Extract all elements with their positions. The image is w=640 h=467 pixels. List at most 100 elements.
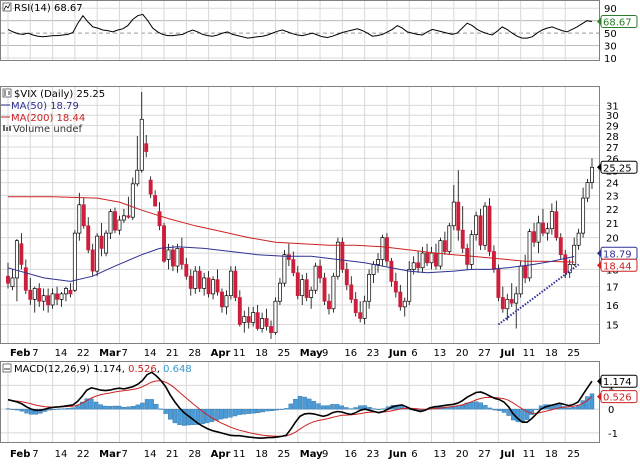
- candle: [255, 304, 260, 331]
- candle: [41, 288, 46, 311]
- candle-body: [300, 279, 305, 297]
- candle-body: [327, 300, 331, 310]
- candle: [362, 295, 367, 325]
- price-x-label: 21: [166, 348, 179, 359]
- macd-histogram-bar: [223, 408, 229, 419]
- candle-body: [407, 269, 412, 302]
- macd-histogram-bar: [566, 407, 572, 410]
- volume-legend-bar-c: [9, 126, 11, 131]
- ma200-legend-name: MA(200): [11, 113, 53, 124]
- price-x-label: 6: [411, 348, 417, 359]
- candle: [184, 257, 189, 280]
- candle-body: [451, 201, 456, 227]
- macd-histogram-bar: [70, 407, 76, 410]
- price-legend-icon: [2, 88, 12, 98]
- price-badge-text: 18.79: [603, 249, 632, 260]
- candle-body: [104, 232, 109, 254]
- candle: [202, 272, 207, 296]
- macd-histogram-bar: [288, 403, 293, 410]
- candle: [72, 230, 77, 293]
- rsi-y-tick-label: 50: [604, 29, 617, 40]
- candle-body: [162, 225, 166, 262]
- price-badge-pointer: [597, 163, 601, 172]
- candle: [327, 293, 331, 315]
- candle: [523, 254, 528, 284]
- candle: [81, 198, 86, 229]
- candle: [532, 222, 536, 247]
- macd-y-tick-label: 0: [608, 405, 614, 416]
- macd-legend-label: MACD(12,26,9) 1.174, 0.526, 0.648: [14, 364, 192, 375]
- candle: [291, 251, 296, 277]
- macd-histogram-bar: [501, 408, 507, 413]
- candle: [541, 208, 545, 237]
- candle-body: [135, 169, 140, 185]
- price-x-label: Apr: [211, 348, 231, 359]
- candle-body: [554, 211, 559, 238]
- candle-body: [353, 299, 358, 313]
- macd-histogram-bar: [575, 405, 581, 410]
- candle: [32, 286, 37, 313]
- volume-legend-label: Volume undef: [13, 124, 83, 135]
- macd-histogram-bar: [455, 406, 460, 410]
- candle-body: [425, 252, 430, 264]
- candle: [389, 257, 394, 287]
- macd-histogram-bar: [483, 405, 488, 410]
- macd-histogram-bar: [103, 405, 108, 410]
- candle-body: [153, 195, 158, 207]
- candle-body: [474, 215, 479, 235]
- candle-body: [28, 289, 33, 300]
- macd-histogram-bar: [492, 408, 497, 411]
- candle-body: [536, 222, 541, 243]
- price-x-label: 27: [478, 348, 491, 359]
- candle-body: [55, 293, 59, 300]
- candle-body: [139, 118, 144, 171]
- macd-x-label: 6: [411, 449, 417, 460]
- candle: [148, 176, 153, 199]
- price-x-label: 11: [233, 348, 246, 359]
- candle-body: [447, 225, 452, 252]
- candle: [188, 269, 193, 296]
- candle: [237, 290, 242, 327]
- macd-x-label: 27: [478, 449, 491, 460]
- ma50-legend-value: 18.79: [50, 101, 79, 112]
- candle-body: [68, 289, 73, 295]
- macd-x-label: Jun: [388, 449, 407, 460]
- price-badge-text: 25.25: [603, 163, 632, 174]
- candle: [264, 308, 269, 331]
- macd-histogram-bar: [117, 405, 122, 410]
- candle-body: [202, 277, 207, 289]
- macd-histogram-bar: [172, 408, 178, 424]
- macd-histogram-bar: [66, 407, 71, 410]
- macd-histogram-bar: [38, 408, 43, 414]
- price-x-label: 28: [188, 348, 201, 359]
- candle: [211, 276, 216, 300]
- candle: [90, 243, 95, 277]
- macd-histogram-bar: [297, 396, 303, 410]
- macd-histogram-bar: [89, 398, 94, 410]
- candle: [483, 202, 487, 250]
- candle-body: [77, 204, 82, 234]
- macd-histogram-bar: [195, 408, 201, 425]
- candle-body: [255, 312, 260, 329]
- candle-body: [581, 197, 586, 234]
- price-x-label: 9: [322, 348, 328, 359]
- candle: [300, 274, 305, 305]
- macd-histogram-bar: [316, 403, 321, 410]
- price-x-label: 13: [434, 348, 447, 359]
- macd-histogram-bar: [10, 408, 15, 410]
- candle: [197, 266, 202, 293]
- rsi-line: [7, 13, 593, 39]
- candle-body: [282, 254, 287, 284]
- price-x-label: 23: [367, 348, 380, 359]
- price-x-label: 25: [567, 348, 580, 359]
- candle: [527, 228, 532, 282]
- candle-body: [228, 270, 233, 297]
- candle: [64, 286, 68, 302]
- macd-histogram-bar: [450, 406, 456, 410]
- rsi-value-badge: 68.67: [597, 14, 638, 28]
- macd-histogram-bar: [75, 405, 80, 410]
- macd-histogram-bar: [15, 408, 20, 411]
- macd-histogram-bar: [571, 407, 576, 410]
- candle: [384, 233, 389, 267]
- macd-histogram-bar: [339, 405, 344, 410]
